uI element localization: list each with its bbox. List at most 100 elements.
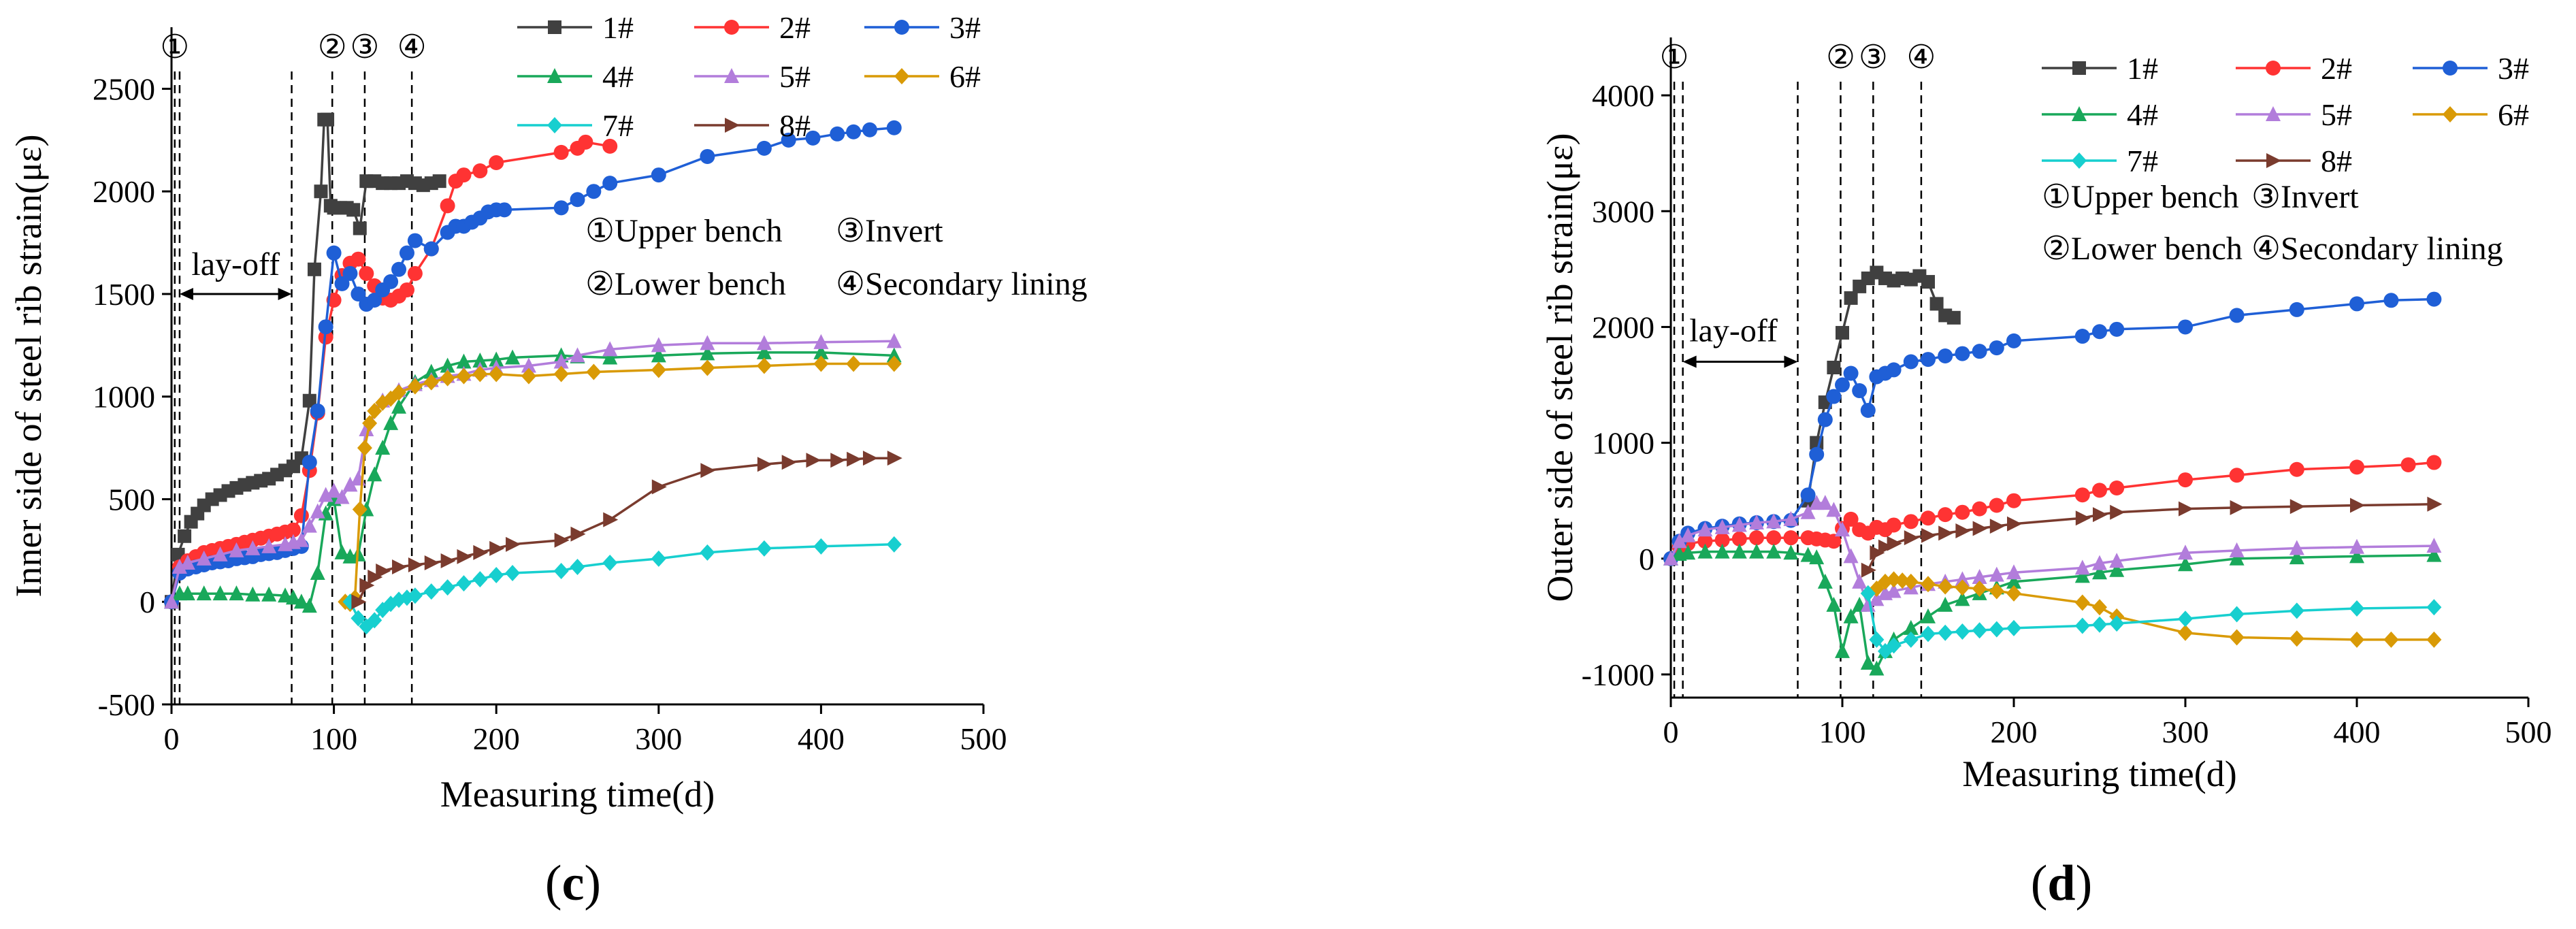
data-point bbox=[554, 532, 570, 548]
data-point bbox=[423, 374, 439, 391]
data-point bbox=[196, 550, 212, 566]
y-axis-label: Inner side of steel rib strain(με) bbox=[8, 135, 49, 598]
data-point bbox=[2006, 564, 2021, 580]
data-point bbox=[2006, 493, 2021, 508]
data-point bbox=[489, 540, 505, 556]
data-point bbox=[2349, 538, 2364, 554]
caption-d: (d) bbox=[2031, 855, 2092, 911]
data-point bbox=[1817, 573, 1833, 589]
x-axis-label: Measuring time(d) bbox=[1962, 753, 2236, 794]
data-point bbox=[342, 265, 358, 281]
data-point bbox=[2074, 568, 2090, 583]
data-point bbox=[326, 245, 342, 261]
data-point bbox=[2006, 333, 2021, 348]
data-point bbox=[1731, 517, 1747, 532]
series-line bbox=[357, 457, 894, 602]
data-point bbox=[2229, 308, 2245, 323]
legend-swatch-marker bbox=[548, 20, 561, 34]
data-point bbox=[553, 200, 569, 216]
data-point bbox=[392, 559, 408, 574]
data-point bbox=[368, 570, 383, 585]
data-point bbox=[2006, 585, 2021, 602]
data-point bbox=[307, 262, 321, 276]
data-point bbox=[489, 365, 504, 382]
data-point bbox=[376, 564, 391, 579]
event-label: ④ bbox=[397, 29, 427, 65]
data-point bbox=[359, 265, 374, 281]
x-tick-label: 500 bbox=[960, 721, 1007, 756]
data-point bbox=[2178, 319, 2193, 335]
y-tick-label: -1000 bbox=[1582, 657, 1654, 692]
data-point bbox=[756, 357, 772, 374]
data-point bbox=[2426, 599, 2442, 616]
data-point bbox=[1921, 576, 1936, 593]
data-point bbox=[1843, 511, 1859, 527]
data-point bbox=[1809, 549, 1825, 565]
y-tick-label: -500 bbox=[98, 687, 155, 722]
data-point bbox=[285, 522, 301, 538]
data-point bbox=[2178, 610, 2193, 628]
data-point bbox=[2383, 631, 2399, 648]
y-tick-label: 3000 bbox=[1592, 194, 1654, 229]
legend-swatch-marker bbox=[724, 68, 739, 83]
data-point bbox=[407, 587, 423, 604]
data-point bbox=[310, 565, 325, 581]
data-point bbox=[367, 293, 382, 308]
series-2# bbox=[1663, 455, 2442, 566]
data-point bbox=[586, 363, 602, 380]
legend-item: 1# bbox=[2042, 51, 2158, 86]
legend-item: 3# bbox=[2413, 51, 2529, 86]
x-axis-label: Measuring time(d) bbox=[440, 774, 715, 815]
data-point bbox=[1921, 625, 1936, 642]
data-point bbox=[862, 122, 877, 137]
panel-d-chart: 0 100 200 300 400 500 -1000 0 1000 2000 3000 4000 Me… bbox=[1539, 37, 2552, 794]
y-tick-label: 2500 bbox=[93, 71, 155, 106]
data-point bbox=[1663, 550, 1678, 566]
data-point bbox=[180, 554, 195, 570]
legend-item: 3# bbox=[864, 10, 981, 45]
stage-legend-item: ①Upper bench bbox=[585, 213, 783, 249]
data-point bbox=[1783, 510, 1799, 526]
legend-label: 4# bbox=[2127, 97, 2158, 132]
event-label: ③ bbox=[1859, 39, 1888, 76]
data-point bbox=[1938, 348, 1953, 363]
data-point bbox=[2074, 487, 2090, 503]
event-label: ② bbox=[1826, 39, 1855, 76]
data-point bbox=[886, 120, 902, 135]
data-point bbox=[1827, 361, 1841, 374]
series-legend: 1# 2# 3# 4# 5# 6# 7# 8# bbox=[2042, 51, 2529, 178]
data-point bbox=[1869, 660, 1885, 676]
data-point bbox=[2109, 615, 2125, 632]
data-point bbox=[1904, 530, 1919, 546]
legend-label: 8# bbox=[779, 108, 811, 143]
data-point bbox=[1835, 377, 1850, 393]
data-point bbox=[1972, 569, 1987, 585]
legend-item: 5# bbox=[694, 59, 811, 94]
data-point bbox=[1989, 566, 2004, 582]
data-point bbox=[886, 536, 902, 553]
data-point bbox=[1817, 495, 1833, 510]
data-point bbox=[586, 184, 602, 199]
legend-item: 1# bbox=[517, 10, 634, 45]
data-point bbox=[2289, 301, 2304, 317]
data-point bbox=[1749, 543, 1764, 559]
legend-swatch-marker bbox=[2266, 106, 2281, 121]
data-point bbox=[805, 130, 821, 146]
data-point bbox=[1972, 581, 1987, 598]
data-point bbox=[1731, 543, 1747, 559]
data-point bbox=[1895, 572, 1910, 589]
data-point bbox=[212, 546, 228, 561]
data-point bbox=[2109, 321, 2125, 337]
legend-swatch-marker bbox=[547, 117, 562, 133]
data-point bbox=[472, 365, 488, 382]
legend-item: 8# bbox=[2236, 144, 2352, 178]
data-point bbox=[359, 421, 374, 436]
data-point bbox=[756, 344, 772, 359]
data-point bbox=[472, 352, 488, 368]
series-1# bbox=[1801, 265, 1961, 508]
data-point bbox=[310, 503, 325, 519]
data-point bbox=[1826, 389, 1842, 404]
data-point bbox=[2006, 619, 2021, 636]
data-point bbox=[1697, 521, 1713, 537]
series-7# bbox=[1860, 585, 2442, 659]
